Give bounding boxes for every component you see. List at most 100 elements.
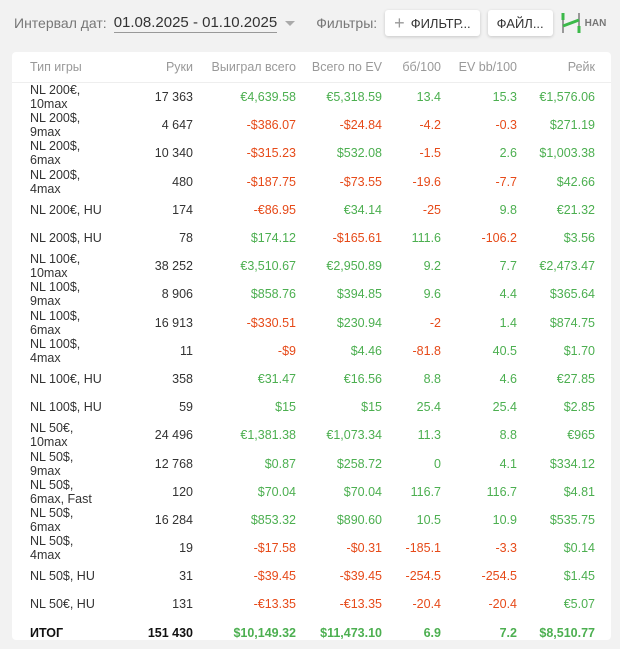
col-ev-total-cell: €34.14 [343, 202, 382, 217]
table-row[interactable]: NL 50€, 10max 24 496 €1,381.38 €1,073.34 11.… [12, 421, 611, 449]
col-rake-cell: $1,003.38 [539, 146, 595, 161]
file-button[interactable]: ФАЙЛ... [487, 10, 553, 36]
col-hands-cell: 120 [172, 484, 193, 499]
col-bb100-cell: -254.5 [405, 569, 441, 584]
col-hands-cell: 8 906 [161, 287, 193, 302]
total-row[interactable]: ИТОГ 151 430 $10,149.32 $11,473.10 6.9 7.2 $8,… [12, 619, 611, 647]
col-rake-header[interactable]: Рейк [517, 52, 611, 83]
table-row[interactable]: NL 100€, HU 358 €31.47 €16.56 8.8 4.6 €27.85 [12, 365, 611, 393]
col-bb100-cell: 6.9 [423, 625, 441, 640]
col-game-type-cell: NL 100€, 10max [30, 252, 81, 281]
col-ev-bb100-cell: -254.5 [481, 569, 517, 584]
logo-text: HAN [584, 17, 607, 29]
col-game-type-header[interactable]: Тип игры [12, 52, 103, 83]
col-rake-cell: €2,473.47 [539, 259, 595, 274]
col-ev-total-cell: €5,318.59 [326, 90, 382, 105]
col-rake-cell: $4.81 [563, 484, 595, 499]
table-row[interactable]: NL 50$, 4max 19 -$17.58 -$0.31 -185.1 -3.3 $0.… [12, 534, 611, 562]
col-ev-bb100-cell: 15.3 [492, 90, 517, 105]
col-won-total-cell: -$315.23 [246, 146, 296, 161]
table-header: Тип игры Руки Выиграл всего Всего по EV бб/1… [12, 52, 611, 83]
col-rake-cell: €965 [567, 428, 595, 443]
col-won-total-cell: -$386.07 [246, 118, 296, 133]
col-ev-bb100-cell: 7.7 [499, 259, 517, 274]
col-hands-header[interactable]: Руки [103, 52, 193, 83]
col-game-type-cell: NL 100$, 9max [30, 280, 81, 309]
col-rake-cell: €27.85 [556, 371, 595, 386]
col-hands-cell: 4 647 [161, 118, 193, 133]
col-bb100-cell: -81.8 [412, 343, 442, 358]
col-bb100-cell: 11.3 [417, 428, 441, 443]
col-ev-bb100-cell: 7.2 [499, 625, 517, 640]
col-bb100-header[interactable]: бб/100 [382, 52, 441, 83]
col-rake-cell: $874.75 [549, 315, 595, 330]
table-row[interactable]: NL 200$, 9max 4 647 -$386.07 -$24.84 -4.2 -0.… [12, 111, 611, 139]
col-rake-cell: $334.12 [549, 456, 595, 471]
stats-table-card: Тип игры Руки Выиграл всего Всего по EV бб/1… [12, 52, 611, 640]
col-won-total-cell: $858.76 [250, 287, 296, 302]
col-ev-total-header[interactable]: Всего по EV [296, 52, 382, 83]
col-ev-total-cell: $70.04 [343, 484, 382, 499]
col-ev-total-cell: $4.46 [350, 343, 382, 358]
col-game-type-cell: NL 50$, 6max [30, 505, 74, 534]
col-won-total-cell: $174.12 [250, 231, 296, 246]
col-rake-cell: €1,576.06 [539, 90, 595, 105]
col-game-type-cell: NL 50$, 4max [30, 534, 74, 563]
col-bb100-cell: -1.5 [419, 146, 441, 161]
table-row[interactable]: NL 50€, HU 131 -€13.35 -€13.35 -20.4 -20.4 €5.… [12, 590, 611, 618]
col-rake-cell: $3.56 [563, 231, 595, 246]
col-game-type-cell: NL 200€, 10max [30, 83, 81, 112]
col-bb100-cell: 9.2 [423, 259, 441, 274]
col-hands-cell: 11 [180, 343, 193, 358]
col-hands-cell: 131 [172, 597, 193, 612]
col-bb100-cell: 9.6 [423, 287, 441, 302]
table-row[interactable]: NL 200$, HU 78 $174.12 -$165.61 111.6 -106.2 $… [12, 224, 611, 252]
toolbar: Интервал дат: 01.08.2025 - 01.10.2025 Фи… [14, 9, 620, 37]
col-won-total-cell: $0.87 [264, 456, 296, 471]
file-label: ФАЙЛ... [496, 15, 544, 31]
table-row[interactable]: NL 100€, 10max 38 252 €3,510.67 €2,950.89 9.… [12, 252, 611, 280]
table-row[interactable]: NL 100$, HU 59 $15 $15 25.4 25.4 $2.85 [12, 393, 611, 421]
col-ev-bb100-cell: 25.4 [492, 400, 517, 415]
table-row[interactable]: NL 200€, HU 174 -€86.95 €34.14 -25 9.8 €21.32 [12, 196, 611, 224]
table-row[interactable]: NL 50$, 6max 16 284 $853.32 $890.60 10.5 10.9… [12, 506, 611, 534]
table-row[interactable]: NL 100$, 6max 16 913 -$330.51 $230.94 -2 1.4 $… [12, 309, 611, 337]
col-hands-cell: 174 [172, 202, 193, 217]
col-won-total-cell: -€86.95 [253, 202, 296, 217]
table-row[interactable]: NL 200$, 4max 480 -$187.75 -$73.55 -19.6 -7.7… [12, 168, 611, 196]
col-won-total-cell: -$187.75 [246, 174, 296, 189]
col-rake-cell: $42.66 [556, 174, 595, 189]
col-ev-total-cell: -€13.35 [339, 597, 382, 612]
col-ev-bb100-header[interactable]: EV bb/100 [441, 52, 517, 83]
date-range-picker[interactable]: 01.08.2025 - 01.10.2025 [113, 13, 278, 33]
col-game-type-cell: NL 50$, HU [30, 569, 95, 584]
table-row[interactable]: NL 50$, HU 31 -$39.45 -$39.45 -254.5 -254.5 $1… [12, 562, 611, 590]
col-game-type-cell: NL 100€, HU [30, 371, 102, 386]
col-ev-total-cell: $11,473.10 [320, 625, 382, 640]
col-rake-cell: $365.64 [549, 287, 595, 302]
col-ev-bb100-cell: 4.4 [499, 287, 517, 302]
table-row[interactable]: NL 50$, 9max 12 768 $0.87 $258.72 0 4.1 $334.1… [12, 449, 611, 478]
col-hands-cell: 59 [179, 400, 193, 415]
col-hands-cell: 24 496 [154, 428, 193, 443]
col-ev-total-cell: -$24.84 [339, 118, 382, 133]
table-row[interactable]: NL 100$, 4max 11 -$9 $4.46 -81.8 40.5 $1.70 [12, 337, 611, 365]
table-row[interactable]: NL 100$, 9max 8 906 $858.76 $394.85 9.6 4.4 $3… [12, 280, 611, 308]
table-row[interactable]: NL 200$, 6max 10 340 -$315.23 $532.08 -1.5 2.… [12, 139, 611, 167]
col-ev-bb100-cell: 40.5 [492, 343, 517, 358]
col-ev-bb100-cell: 4.6 [499, 371, 517, 386]
col-rake-cell: $271.19 [549, 118, 595, 133]
col-bb100-cell: 0 [434, 456, 441, 471]
col-ev-total-cell: €16.56 [343, 371, 382, 386]
table-row[interactable]: NL 200€, 10max 17 363 €4,639.58 €5,318.59 13… [12, 83, 611, 112]
col-game-type-cell: NL 200$, 9max [30, 111, 81, 140]
col-bb100-cell: -4.2 [419, 118, 441, 133]
col-hands-cell: 16 913 [154, 315, 193, 330]
col-won-total-header[interactable]: Выиграл всего [193, 52, 296, 83]
add-filter-button[interactable]: + ФИЛЬТР... [385, 10, 480, 36]
col-ev-total-cell: -$165.61 [332, 231, 382, 246]
col-game-type-cell: NL 100$, 4max [30, 336, 81, 365]
chevron-down-icon[interactable] [285, 20, 296, 26]
col-hands-cell: 12 768 [154, 456, 193, 471]
table-row[interactable]: NL 50$, 6max, Fast 120 $70.04 $70.04 116.7 11… [12, 478, 611, 506]
